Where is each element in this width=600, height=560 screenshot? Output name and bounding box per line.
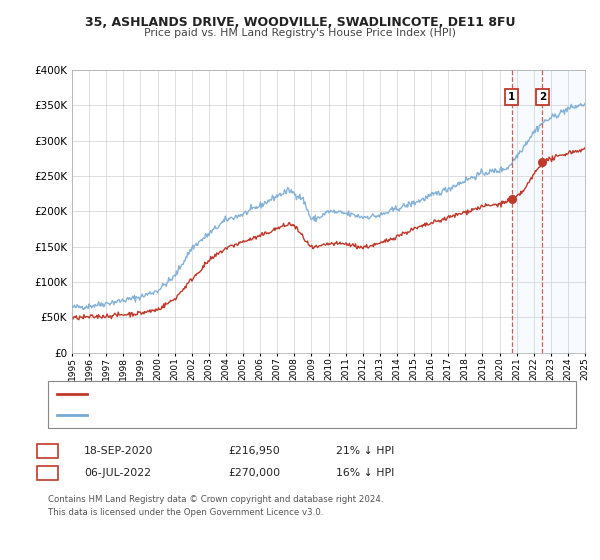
Text: £216,950: £216,950	[228, 446, 280, 456]
Text: 35, ASHLANDS DRIVE, WOODVILLE, SWADLINCOTE, DE11 8FU (detached house): 35, ASHLANDS DRIVE, WOODVILLE, SWADLINCO…	[93, 389, 485, 399]
Text: 35, ASHLANDS DRIVE, WOODVILLE, SWADLINCOTE, DE11 8FU: 35, ASHLANDS DRIVE, WOODVILLE, SWADLINCO…	[85, 16, 515, 29]
Text: £270,000: £270,000	[228, 468, 280, 478]
Text: 2: 2	[44, 468, 52, 478]
Text: 1: 1	[44, 446, 52, 456]
Text: Contains HM Land Registry data © Crown copyright and database right 2024.: Contains HM Land Registry data © Crown c…	[48, 495, 383, 504]
Text: 16% ↓ HPI: 16% ↓ HPI	[336, 468, 394, 478]
Text: Price paid vs. HM Land Registry's House Price Index (HPI): Price paid vs. HM Land Registry's House …	[144, 28, 456, 38]
Bar	[512, 70, 593, 353]
Text: HPI: Average price, detached house, South Derbyshire: HPI: Average price, detached house, Sout…	[93, 410, 359, 420]
Text: 1: 1	[508, 92, 515, 102]
Text: This data is licensed under the Open Government Licence v3.0.: This data is licensed under the Open Gov…	[48, 508, 323, 517]
Text: 21% ↓ HPI: 21% ↓ HPI	[336, 446, 394, 456]
Text: 2: 2	[539, 92, 546, 102]
Text: 18-SEP-2020: 18-SEP-2020	[84, 446, 154, 456]
Text: 06-JUL-2022: 06-JUL-2022	[84, 468, 151, 478]
